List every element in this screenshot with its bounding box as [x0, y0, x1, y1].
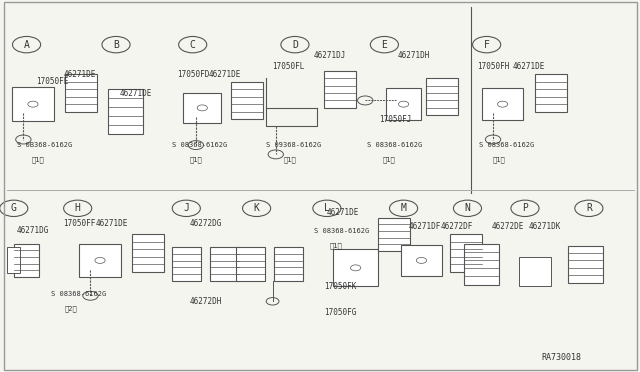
Text: （1）: （1）	[31, 157, 44, 163]
FancyBboxPatch shape	[401, 245, 442, 276]
Text: 17050FL: 17050FL	[273, 62, 305, 71]
Text: P: P	[522, 203, 528, 213]
Text: 46271DJ: 46271DJ	[314, 51, 346, 60]
Text: 46271DK: 46271DK	[528, 222, 561, 231]
Text: 46271DE: 46271DE	[119, 89, 152, 97]
Text: L: L	[324, 203, 330, 213]
FancyBboxPatch shape	[324, 71, 356, 108]
Text: （1）: （1）	[383, 157, 396, 163]
Text: 17050FD: 17050FD	[177, 70, 209, 79]
FancyBboxPatch shape	[482, 89, 524, 120]
Text: 17050FJ: 17050FJ	[380, 115, 412, 124]
Text: 46271DE: 46271DE	[512, 62, 545, 71]
Text: C: C	[189, 40, 196, 49]
Text: （1）: （1）	[284, 157, 296, 163]
FancyBboxPatch shape	[378, 218, 410, 251]
FancyBboxPatch shape	[8, 247, 20, 273]
Text: S 08368-6162G: S 08368-6162G	[314, 228, 369, 234]
Text: S 08368-6162G: S 08368-6162G	[172, 142, 227, 148]
FancyBboxPatch shape	[333, 249, 378, 286]
FancyBboxPatch shape	[386, 89, 421, 120]
Text: （2）: （2）	[65, 305, 77, 312]
Text: G: G	[11, 203, 17, 213]
Text: 46272DF: 46272DF	[440, 222, 473, 231]
Text: （1）: （1）	[189, 157, 202, 163]
FancyBboxPatch shape	[211, 247, 239, 281]
FancyBboxPatch shape	[236, 247, 264, 281]
Text: 46271DE: 46271DE	[63, 70, 96, 79]
Text: RA730018: RA730018	[541, 353, 581, 362]
FancyBboxPatch shape	[183, 93, 221, 123]
Text: 46271DE: 46271DE	[209, 70, 241, 79]
Text: （1）: （1）	[330, 242, 343, 249]
FancyBboxPatch shape	[14, 244, 39, 277]
Text: S 09368-6162G: S 09368-6162G	[266, 142, 321, 148]
Text: J: J	[184, 203, 189, 213]
FancyBboxPatch shape	[12, 87, 54, 121]
Text: R: R	[586, 203, 592, 213]
FancyBboxPatch shape	[518, 257, 550, 286]
Text: 17050FF: 17050FF	[63, 219, 96, 228]
Text: （1）: （1）	[493, 157, 506, 163]
Text: 46271DE: 46271DE	[95, 219, 128, 228]
Text: 46271DE: 46271DE	[327, 208, 359, 217]
FancyBboxPatch shape	[426, 78, 458, 115]
FancyBboxPatch shape	[450, 234, 482, 272]
FancyBboxPatch shape	[274, 247, 303, 281]
FancyBboxPatch shape	[79, 244, 121, 277]
Text: 46271DH: 46271DH	[397, 51, 429, 60]
FancyBboxPatch shape	[172, 247, 201, 281]
Text: 17050FE: 17050FE	[36, 77, 68, 86]
Text: S 08368-6162G: S 08368-6162G	[479, 142, 534, 148]
Text: 46271DF: 46271DF	[409, 222, 441, 231]
Text: 17050FG: 17050FG	[324, 308, 356, 317]
Text: F: F	[484, 40, 490, 49]
FancyBboxPatch shape	[534, 74, 566, 112]
Text: S 0B368-6162G: S 0B368-6162G	[17, 142, 72, 148]
Text: 46271DG: 46271DG	[17, 226, 49, 235]
Text: A: A	[24, 40, 29, 49]
Text: 46272DE: 46272DE	[492, 222, 524, 231]
Text: B: B	[113, 40, 119, 49]
FancyBboxPatch shape	[108, 89, 143, 134]
Text: 17050FK: 17050FK	[324, 282, 356, 291]
FancyBboxPatch shape	[65, 74, 97, 112]
Text: S 08368-6162G: S 08368-6162G	[51, 291, 106, 297]
FancyBboxPatch shape	[231, 82, 263, 119]
Text: E: E	[381, 40, 387, 49]
Text: 17050FH: 17050FH	[477, 62, 509, 71]
Text: H: H	[75, 203, 81, 213]
Text: D: D	[292, 40, 298, 49]
Text: K: K	[253, 203, 260, 213]
Text: N: N	[465, 203, 470, 213]
FancyBboxPatch shape	[568, 246, 604, 283]
Text: S 08368-6162G: S 08368-6162G	[367, 142, 422, 148]
FancyBboxPatch shape	[464, 244, 499, 285]
FancyBboxPatch shape	[132, 234, 164, 272]
Text: 46272DG: 46272DG	[189, 219, 222, 228]
Text: 46272DH: 46272DH	[189, 297, 222, 306]
Text: M: M	[401, 203, 406, 213]
